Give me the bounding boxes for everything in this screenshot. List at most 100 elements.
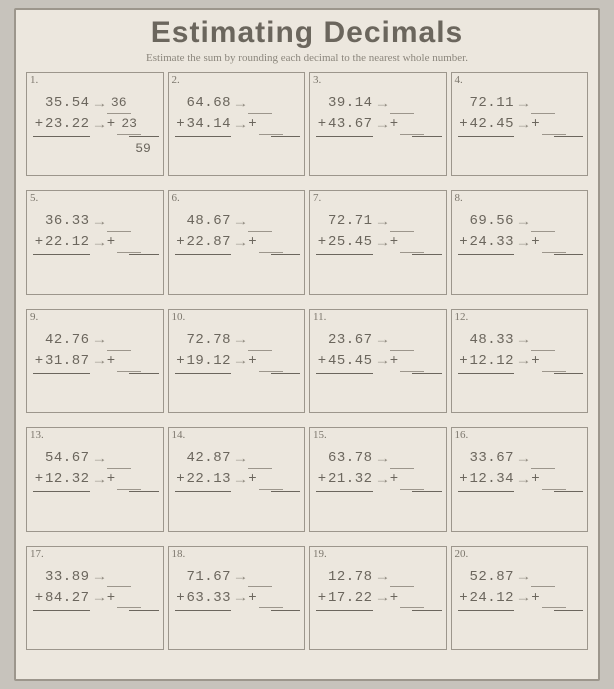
sum-rule-right (554, 373, 583, 376)
operand-a: 39.14 (328, 93, 373, 114)
sum-rule-left (175, 610, 232, 613)
arrow-icon: → (377, 352, 386, 370)
arrow-icon: → (377, 95, 386, 113)
problem-cell: 6.48.67→ +22.87→+ (168, 190, 306, 294)
rounded-b (117, 351, 141, 372)
operand-b: 25.45 (328, 232, 373, 253)
problem-body: 12.78→ +17.22→+ (316, 567, 442, 613)
plus-icon: + (107, 469, 115, 490)
arrow-icon: → (94, 116, 103, 134)
problem-cell: 20.52.87→ +24.12→+ (451, 546, 589, 650)
problem-body: 36.33→ +22.12→+ (33, 211, 159, 257)
plus-icon: + (458, 114, 470, 135)
problem-number: 18. (172, 548, 186, 560)
problem-cell: 18. 71.67→ +63.33→+ (168, 546, 306, 650)
sum-rule-left (458, 491, 515, 494)
problem-body: 54.67→ +12.32→+ (33, 448, 159, 494)
plus-icon: + (531, 588, 539, 609)
rounded-b: 23 (117, 114, 141, 135)
sum-rule-right (271, 136, 300, 139)
problem-number: 14. (172, 429, 186, 441)
operand-b: 22.12 (45, 232, 90, 253)
problem-body: 71.67→ +63.33→+ (175, 567, 301, 613)
operand-b: 63.33 (187, 588, 232, 609)
operand-a: 33.67 (470, 448, 515, 469)
rounded-b (400, 114, 424, 135)
arrow-icon: → (94, 471, 103, 489)
operand-b: 42.45 (470, 114, 515, 135)
problem-cell: 16.33.67→ +12.34→+ (451, 427, 589, 531)
rounded-a (390, 567, 414, 588)
sum-rule-right (271, 610, 300, 613)
problem-number: 13. (30, 429, 44, 441)
plus-icon: + (33, 232, 45, 253)
plus-icon: + (107, 232, 115, 253)
problem-body: 48.67→ +22.87→+ (175, 211, 301, 257)
arrow-icon: → (236, 331, 245, 349)
plus-icon: + (458, 351, 470, 372)
operand-a: 72.71 (328, 211, 373, 232)
arrow-icon: → (519, 331, 528, 349)
rounded-b (117, 233, 141, 254)
sum-rule-left (316, 373, 373, 376)
rounded-b (259, 233, 283, 254)
plus-icon: + (316, 469, 328, 490)
problem-body: 64.68→ +34.14→+ (175, 93, 301, 139)
sum-rule-right (554, 491, 583, 494)
operand-a: 69.56 (470, 211, 515, 232)
plus-icon: + (316, 232, 328, 253)
operand-a: 72.11 (470, 93, 515, 114)
plus-icon: + (248, 232, 256, 253)
rounded-a (248, 93, 272, 114)
arrow-icon: → (236, 213, 245, 231)
sum-rule-right (412, 373, 441, 376)
problem-body: 33.89→ +84.27→+ (33, 567, 159, 613)
rounded-a (390, 448, 414, 469)
problem-grid: 1.35.54→36+23.22→+23592.64.68→ +34.14→+ … (26, 72, 588, 650)
problem-cell: 7.72.71→ +25.45→+ (309, 190, 447, 294)
plus-icon: + (531, 469, 539, 490)
problem-body: 69.56→ +24.33→+ (458, 211, 584, 257)
plus-icon: + (316, 588, 328, 609)
plus-icon: + (390, 469, 398, 490)
operand-a: 71.67 (187, 567, 232, 588)
sum-rule-left (33, 136, 90, 139)
operand-b: 19.12 (187, 351, 232, 372)
operand-b: 12.12 (470, 351, 515, 372)
arrow-icon: → (519, 234, 528, 252)
sum-rule-right (271, 491, 300, 494)
arrow-icon: → (94, 213, 103, 231)
rounded-b (542, 588, 566, 609)
problem-body: 42.76→ +31.87→+ (33, 330, 159, 376)
sum-rule-left (33, 610, 90, 613)
operand-a: 36.33 (45, 211, 90, 232)
arrow-icon: → (519, 471, 528, 489)
plus-icon: + (458, 588, 470, 609)
rounded-a (390, 93, 414, 114)
operand-b: 45.45 (328, 351, 373, 372)
sum-rule-right (554, 136, 583, 139)
problem-cell: 17.33.89→ +84.27→+ (26, 546, 164, 650)
rounded-b (117, 588, 141, 609)
plus-icon: + (33, 588, 45, 609)
problem-body: 72.11→ +42.45→+ (458, 93, 584, 139)
operand-a: 42.76 (45, 330, 90, 351)
problem-cell: 11.23.67→ +45.45→+ (309, 309, 447, 413)
problem-number: 5. (30, 192, 38, 204)
arrow-icon: → (519, 95, 528, 113)
operand-a: 23.67 (328, 330, 373, 351)
operand-a: 48.67 (187, 211, 232, 232)
arrow-icon: → (377, 213, 386, 231)
operand-b: 31.87 (45, 351, 90, 372)
operand-b: 22.87 (187, 232, 232, 253)
problem-cell: 10.72.78→ +19.12→+ (168, 309, 306, 413)
sum-rule-right (412, 610, 441, 613)
operand-b: 34.14 (187, 114, 232, 135)
problem-cell: 19.12.78→ +17.22→+ (309, 546, 447, 650)
arrow-icon: → (519, 589, 528, 607)
sum-rule-right (554, 254, 583, 257)
arrow-icon: → (94, 589, 103, 607)
arrow-icon: → (377, 471, 386, 489)
sum-rule-left (316, 491, 373, 494)
arrow-icon: → (236, 450, 245, 468)
